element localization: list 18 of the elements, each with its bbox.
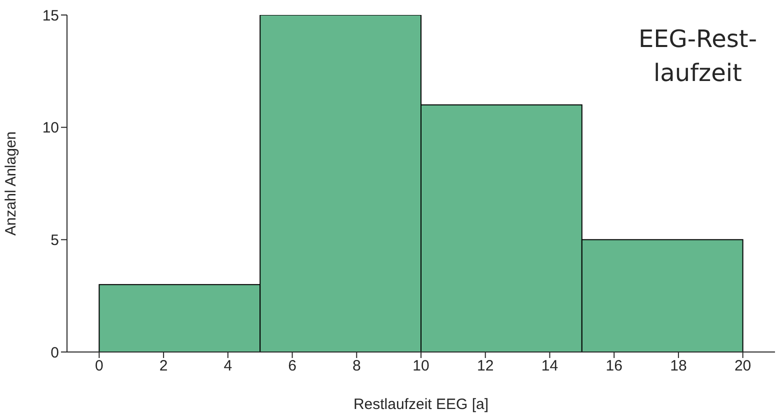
y-tick-label: 5 xyxy=(50,232,59,249)
x-tick-label: 2 xyxy=(159,358,168,375)
x-tick-label: 10 xyxy=(412,358,430,375)
x-tick-label: 6 xyxy=(288,358,296,375)
y-axis-title: Anzahl Anlagen xyxy=(2,131,20,236)
x-tick-label: 12 xyxy=(477,358,494,375)
y-tick-label: 15 xyxy=(42,7,59,24)
x-axis-title: Restlaufzeit EEG [a] xyxy=(353,396,489,413)
x-tick-label: 0 xyxy=(95,358,104,375)
x-tick-label: 14 xyxy=(541,358,558,375)
x-tick-label: 8 xyxy=(352,358,361,375)
x-tick-label: 18 xyxy=(670,358,687,375)
y-tick-label: 10 xyxy=(42,120,59,137)
x-tick-label: 16 xyxy=(606,358,622,375)
annotation: EEG-Rest- laufzeit xyxy=(638,24,757,89)
y-tick-label: 0 xyxy=(50,344,59,362)
x-tick-label: 4 xyxy=(224,358,232,375)
x-tick-label: 20 xyxy=(734,358,752,375)
